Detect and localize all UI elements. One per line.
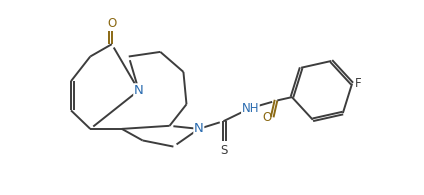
Text: N: N (134, 84, 144, 97)
Text: S: S (220, 144, 227, 157)
Text: O: O (107, 17, 117, 30)
Text: NH: NH (242, 102, 259, 115)
Text: F: F (354, 77, 361, 90)
Text: O: O (262, 111, 271, 124)
Text: N: N (194, 122, 204, 135)
